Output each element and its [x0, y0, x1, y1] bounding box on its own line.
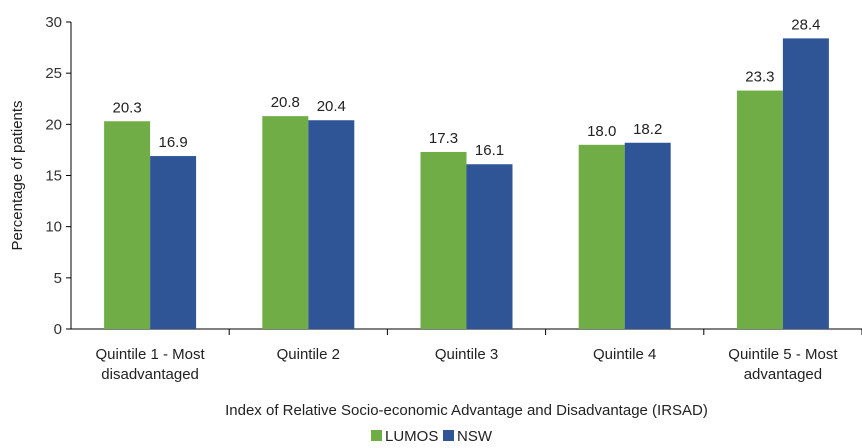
- bar-lumos: [420, 151, 467, 329]
- y-tick-label: 5: [54, 270, 62, 287]
- bars: [104, 38, 829, 330]
- category-label: Quintile 4: [593, 346, 656, 363]
- data-label: 28.4: [791, 16, 820, 33]
- category-label-line: advantaged: [744, 366, 822, 383]
- y-tick-label: 0: [54, 321, 62, 338]
- data-label: 16.1: [475, 142, 504, 159]
- x-axis-title: Index of Relative Socio-economic Advanta…: [225, 402, 708, 419]
- y-tick-label: 20: [45, 116, 62, 133]
- category-label: Quintile 3: [435, 346, 498, 363]
- category-label-line: Quintile 2: [277, 346, 340, 363]
- legend-label-nsw: NSW: [457, 428, 493, 445]
- y-tick-label: 10: [45, 219, 62, 236]
- category-label-line: Quintile 5 - Most: [728, 346, 838, 363]
- data-label: 23.3: [745, 69, 774, 86]
- legend-label-lumos: LUMOS: [385, 428, 438, 445]
- bar-lumos: [262, 116, 309, 329]
- data-label: 20.8: [271, 94, 300, 111]
- bar-nsw: [308, 120, 355, 330]
- bar-lumos: [578, 144, 625, 329]
- y-tick-label: 25: [45, 65, 62, 82]
- category-label-line: Quintile 3: [435, 346, 498, 363]
- bar-lumos: [104, 121, 151, 329]
- y-axis-title: Percentage of patients: [9, 100, 26, 250]
- legend-swatch-lumos: [371, 430, 382, 441]
- category-label: Quintile 2: [277, 346, 340, 363]
- data-label: 18.0: [587, 123, 616, 140]
- bar-nsw: [150, 156, 197, 329]
- category-labels: Quintile 1 - Most disadvantaged Quintile 2…: [95, 346, 838, 383]
- bar-nsw: [782, 38, 829, 330]
- y-tick-label: 30: [45, 14, 62, 31]
- data-labels: 20.3 16.9 20.8 20.4 17.3 16.1 18.0 18.2 23.3 28.4: [112, 16, 820, 159]
- y-axis: 0 5 10 15 20 25 30: [45, 14, 72, 338]
- data-label: 17.3: [429, 130, 458, 147]
- data-label: 20.4: [317, 98, 346, 115]
- data-label: 16.9: [158, 134, 187, 151]
- y-tick-label: 15: [45, 168, 62, 185]
- category-label: Quintile 1 - Most disadvantaged: [95, 346, 205, 383]
- category-label-line: Quintile 4: [593, 346, 656, 363]
- data-label: 20.3: [112, 99, 141, 116]
- category-label-line: disadvantaged: [101, 366, 199, 383]
- category-label: Quintile 5 - Most advantaged: [728, 346, 838, 383]
- bar-nsw: [624, 142, 671, 329]
- x-axis: [71, 328, 862, 335]
- data-label: 18.2: [633, 121, 662, 138]
- bar-lumos: [736, 90, 783, 330]
- legend: LUMOS NSW: [371, 428, 493, 445]
- bar-nsw: [466, 164, 513, 329]
- legend-swatch-nsw: [443, 430, 454, 441]
- category-label-line: Quintile 1 - Most: [95, 346, 205, 363]
